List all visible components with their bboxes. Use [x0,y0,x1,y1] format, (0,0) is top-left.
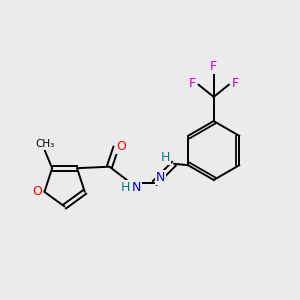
Text: O: O [116,140,126,153]
Text: H: H [121,181,130,194]
Text: O: O [32,185,42,198]
Text: F: F [189,76,196,90]
Text: N: N [156,171,165,184]
Text: H: H [160,152,170,164]
Text: F: F [231,76,239,90]
Text: N: N [131,181,141,194]
Text: CH₃: CH₃ [35,139,54,149]
Text: F: F [210,60,217,73]
